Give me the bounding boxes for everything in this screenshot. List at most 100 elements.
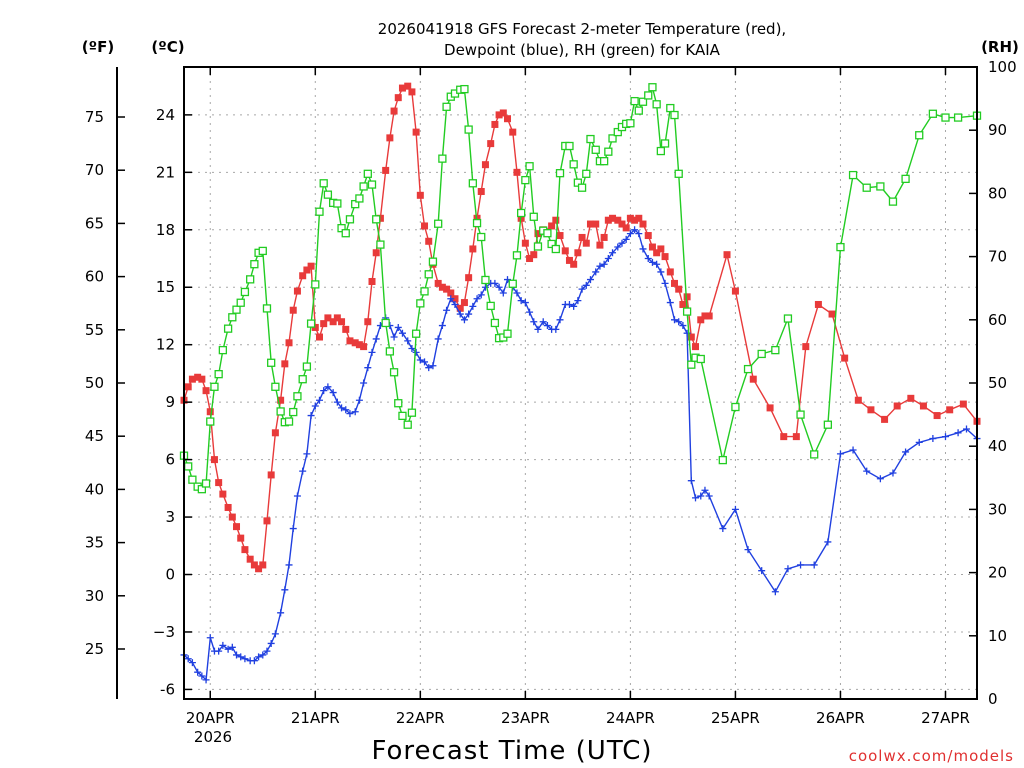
temperature-point xyxy=(206,408,214,416)
rh-point xyxy=(262,304,272,313)
rh-point xyxy=(521,175,530,185)
rh-point xyxy=(888,197,898,206)
dewpoint-point xyxy=(661,279,669,287)
temperature-point xyxy=(644,232,652,240)
dewpoint-point xyxy=(447,295,455,303)
temperature-point xyxy=(596,241,604,249)
dewpoint-point xyxy=(679,322,687,330)
x-tick-label: 20APR xyxy=(186,709,235,727)
temperature-point xyxy=(346,337,354,345)
temperature-point xyxy=(666,268,674,276)
dewpoint-point xyxy=(184,655,192,663)
temperature-point xyxy=(495,111,503,119)
rh-point xyxy=(376,240,385,249)
dewpoint-point xyxy=(631,226,639,234)
temperature-point xyxy=(477,187,485,195)
x-tick-label: 26APR xyxy=(816,709,865,727)
rh-point xyxy=(928,109,938,118)
temperature-point xyxy=(412,128,420,136)
rh-point xyxy=(604,147,613,156)
fahrenheit-tick-label: 40 xyxy=(85,480,104,498)
rh-tick-label: 50 xyxy=(988,374,1007,392)
temperature-point xyxy=(749,375,757,383)
temperature-point xyxy=(303,266,311,274)
dewpoint-point xyxy=(692,494,700,502)
temperature-point xyxy=(398,84,406,92)
dewpoint-point xyxy=(438,322,446,330)
dewpoint-point xyxy=(473,295,481,303)
dewpoint-point xyxy=(320,387,328,395)
rh-point xyxy=(389,368,399,377)
temperature-point xyxy=(635,214,643,222)
dewpoint-point xyxy=(495,283,503,291)
fahrenheit-tick-label: 60 xyxy=(85,268,104,286)
temperature-point xyxy=(530,251,538,259)
temperature-point xyxy=(933,412,941,420)
fahrenheit-tick-label: 25 xyxy=(85,640,104,658)
temperature-point xyxy=(881,415,889,423)
rh-point xyxy=(508,279,517,288)
temperature-point xyxy=(202,387,210,395)
temperature-point xyxy=(766,404,774,412)
dewpoint-point xyxy=(543,322,551,330)
rh-point xyxy=(718,455,727,465)
rh-point xyxy=(660,139,670,148)
temperature-point xyxy=(263,517,271,525)
x-tick-label: 21APR xyxy=(291,709,340,727)
temperature-point xyxy=(552,216,560,224)
temperature-point xyxy=(382,166,390,174)
dewpoint-point xyxy=(342,406,350,414)
rh-point xyxy=(315,207,324,216)
temperature-point xyxy=(246,555,254,563)
celsius-tick-label: 9 xyxy=(165,393,175,411)
temperature-point xyxy=(237,534,245,542)
temperature-point xyxy=(289,306,297,314)
temperature-point xyxy=(408,88,416,96)
dewpoint-point xyxy=(534,325,542,333)
rh-point xyxy=(477,232,486,242)
rh-point xyxy=(271,382,280,391)
x-tick-label: 23APR xyxy=(501,709,550,727)
dewpoint-point xyxy=(954,429,962,437)
dewpoint-point xyxy=(255,653,263,661)
rh-tick-label: 90 xyxy=(988,121,1007,139)
temperature-point xyxy=(626,214,634,222)
rh-point xyxy=(345,215,355,224)
rh-point xyxy=(525,162,534,171)
dewpoint-series xyxy=(180,226,981,684)
grid-lines xyxy=(184,67,977,699)
rh-point xyxy=(250,260,259,269)
dewpoint-point xyxy=(443,306,451,314)
dewpoint-point xyxy=(404,337,412,345)
dewpoint-point xyxy=(824,538,832,546)
x-tick-label: 25APR xyxy=(711,709,760,727)
rh-point xyxy=(206,417,215,426)
temperature-point xyxy=(351,339,359,347)
dewpoint-point xyxy=(609,249,617,257)
rh-tick-label: 0 xyxy=(988,690,998,708)
temperature-point xyxy=(333,314,341,322)
dewpoint-point xyxy=(333,398,341,406)
temperature-point xyxy=(364,318,372,326)
rh-point xyxy=(385,347,395,356)
temperature-point xyxy=(233,523,241,531)
fahrenheit-tick-label: 65 xyxy=(85,214,104,232)
temperature-point xyxy=(299,272,307,280)
fahrenheit-tick-label: 50 xyxy=(85,374,104,392)
x-axis-label: Forecast Time (UTC) xyxy=(371,736,652,766)
rh-point xyxy=(591,145,600,154)
dewpoint-point xyxy=(456,310,464,318)
temperature-point xyxy=(574,249,582,257)
temperature-point xyxy=(687,333,695,341)
celsius-tick-label: -6 xyxy=(160,680,175,698)
dewpoint-point xyxy=(849,446,857,454)
rh-point xyxy=(258,246,267,256)
rh-point xyxy=(438,154,447,163)
axes-layer: 20APR 21APR 22APR 23APR 24APR 25APR 26APR 27APR… xyxy=(85,58,1017,727)
dewpoint-point xyxy=(346,410,354,418)
temperature-point xyxy=(481,161,489,169)
dewpoint-point xyxy=(539,318,547,326)
temperature-point xyxy=(338,318,346,326)
rh-point xyxy=(757,349,766,359)
rh-point xyxy=(201,479,211,488)
